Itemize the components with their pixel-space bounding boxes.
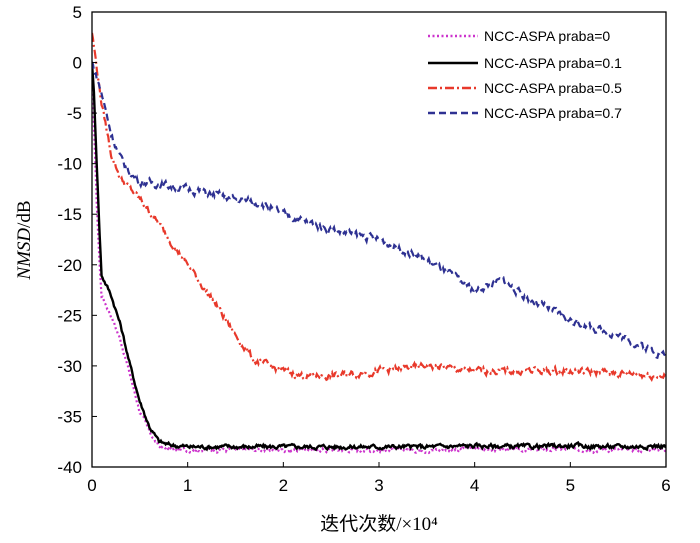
x-tick-label-2: 2 [279,476,288,495]
series-line-0 [92,71,666,455]
x-tick-label-6: 6 [661,476,670,495]
legend-label-3: NCC-ASPA praba=0.7 [484,105,622,121]
y-tick-label-3: -10 [57,155,82,174]
y-tick-label-6: -25 [57,306,82,325]
y-axis-title-italic: NMSD [14,228,35,281]
x-tick-label-3: 3 [374,476,383,495]
tick-layer: 0 1 2 3 4 5 6 5 0 -5 -10 -15 -20 -25 -30 -35 -40 [57,3,670,495]
legend: NCC-ASPA praba=0 NCC-ASPA praba=0.1 NCC-… [420,16,660,126]
x-tick-label-4: 4 [470,476,479,495]
legend-label-2: NCC-ASPA praba=0.5 [484,80,622,96]
y-tick-label-2: -5 [67,104,82,123]
legend-entry-3: NCC-ASPA praba=0.7 [428,105,622,121]
series-layer [92,32,666,455]
y-tick-label-5: -20 [57,256,82,275]
legend-entry-0: NCC-ASPA praba=0 [428,28,610,44]
y-tick-label-0: 5 [73,3,82,22]
y-axis-title: NMSD/dB [14,200,35,280]
legend-entry-2: NCC-ASPA praba=0.5 [428,80,622,96]
x-axis-title: 迭代次数/×10⁴ [320,513,438,535]
x-tick-label-0: 0 [87,476,96,495]
y-tick-label-4: -15 [57,205,82,224]
x-tick-label-1: 1 [183,476,192,495]
x-tick-label-5: 5 [566,476,575,495]
y-tick-label-9: -40 [57,458,82,477]
legend-label-0: NCC-ASPA praba=0 [484,28,610,44]
y-tick-label-8: -35 [57,407,82,426]
series-line-3 [92,61,666,360]
y-axis-title-unit: /dB [14,200,35,227]
y-tick-label-7: -30 [57,357,82,376]
series-line-1 [92,63,666,452]
y-tick-label-1: 0 [73,54,82,73]
series-line-2 [92,32,666,382]
legend-box [420,16,660,126]
legend-entry-1: NCC-ASPA praba=0.1 [428,55,622,71]
legend-label-1: NCC-ASPA praba=0.1 [484,55,622,71]
